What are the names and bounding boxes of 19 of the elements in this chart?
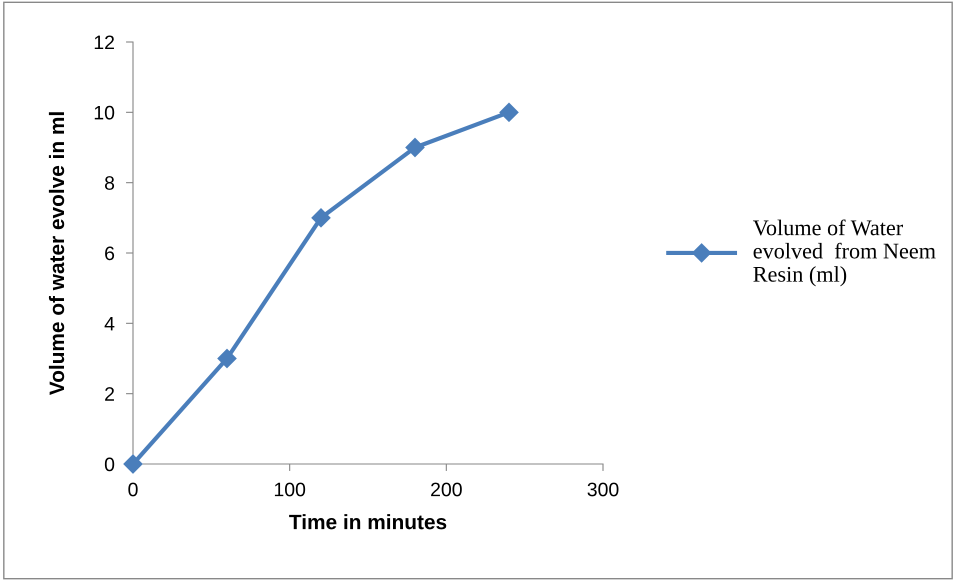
point [499, 102, 519, 122]
point [311, 208, 331, 228]
y-tick-label: 4 [104, 317, 114, 330]
point [405, 138, 425, 158]
y-tick-label: 2 [105, 387, 114, 401]
y-tick-label: 6 [105, 246, 114, 260]
y-tick-label: 12 [94, 35, 114, 50]
x-axis-title: Time in minutes [289, 514, 446, 530]
x-tick-label: 0 [128, 482, 138, 496]
y-tick-label: 10 [94, 106, 114, 120]
point [217, 348, 237, 368]
x-tick-label: 200 [431, 482, 462, 496]
point [123, 454, 143, 474]
legend-label: Volume of Water evolved from Neem Resin (ml) [752, 219, 936, 286]
x-tick-label: 100 [274, 482, 306, 496]
y-tick-label: 8 [104, 176, 114, 190]
y-tick-label: 0 [104, 457, 114, 472]
x-tick-label: 300 [588, 482, 618, 496]
y-axis-title: Volume of water evolve in ml [48, 112, 64, 396]
